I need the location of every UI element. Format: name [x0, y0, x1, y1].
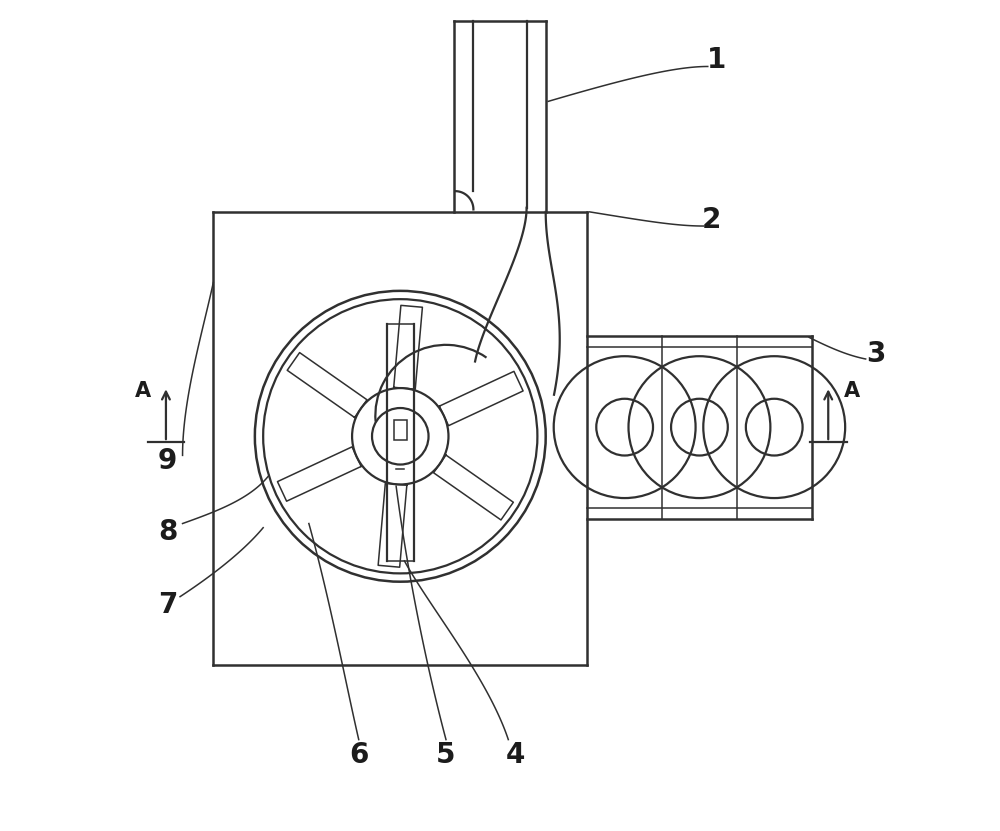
Text: 2: 2	[702, 206, 722, 234]
Text: 6: 6	[349, 740, 368, 769]
Bar	[394, 420, 407, 440]
Text: 4: 4	[505, 740, 525, 769]
Text: A: A	[843, 381, 860, 401]
Text: 9: 9	[158, 447, 177, 475]
Text: 1: 1	[706, 46, 726, 74]
Text: 5: 5	[436, 740, 456, 769]
Text: 8: 8	[158, 518, 177, 546]
Text: A: A	[135, 381, 151, 401]
Text: 7: 7	[158, 591, 177, 619]
Text: 3: 3	[866, 340, 885, 368]
